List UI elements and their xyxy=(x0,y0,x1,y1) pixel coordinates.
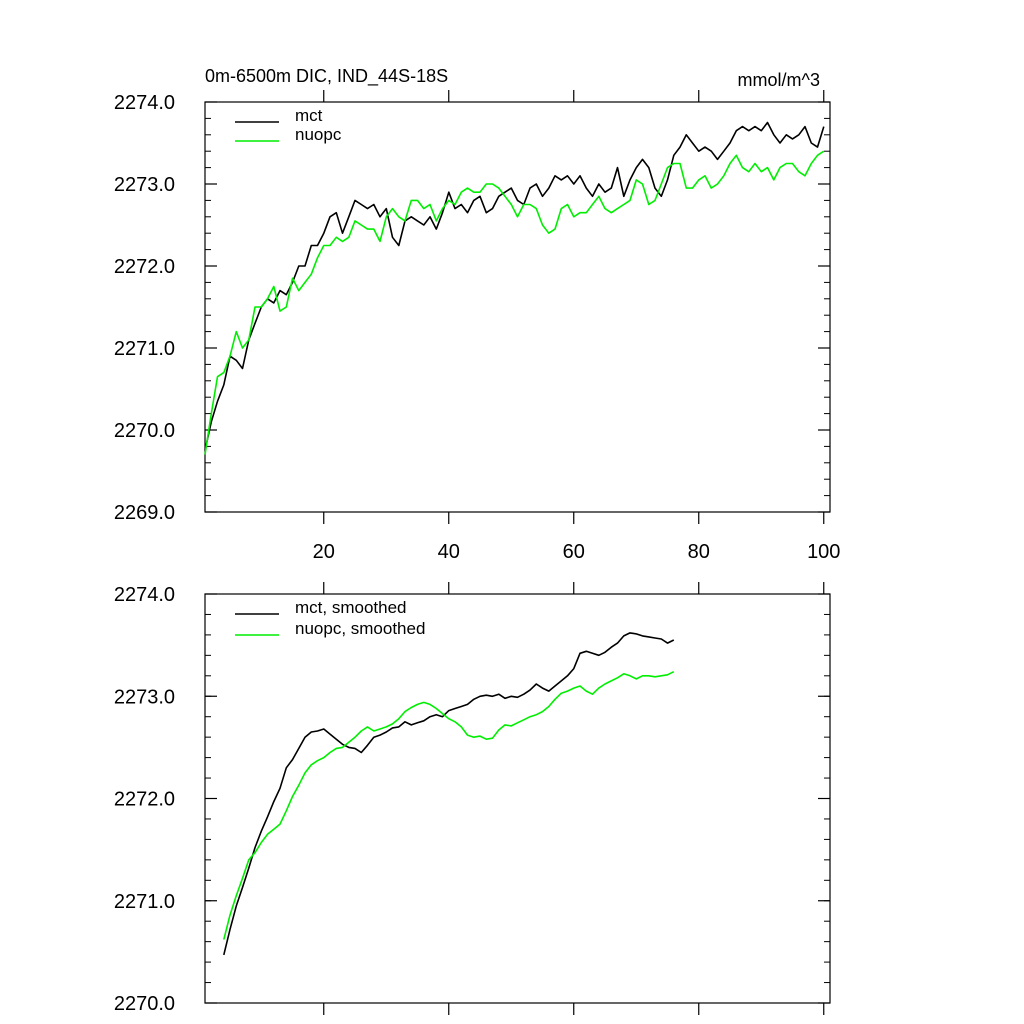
legend-label: mct xyxy=(295,106,323,125)
y-tick-label: 2270.0 xyxy=(114,993,175,1015)
y-tick-label: 2273.0 xyxy=(114,686,175,708)
series-line-nuopc-smoothed xyxy=(223,670,675,940)
bottom-panel: 2270.0 2271.0 2272.0 2273.0 2274.0 mct, smoot… xyxy=(114,582,831,1015)
y-tick-label: 2272.0 xyxy=(114,789,175,811)
series-line-mct-smoothed xyxy=(223,632,675,956)
y-tick-label: 2271.0 xyxy=(114,891,175,913)
x-tick-label: 80 xyxy=(688,541,710,563)
units-label: mmol/m^3 xyxy=(738,70,820,90)
y-tick-label: 2271.0 xyxy=(114,338,175,360)
legend-label: nuopc xyxy=(295,125,342,144)
legend-label: mct, smoothed xyxy=(295,598,407,617)
y-tick-label: 2274.0 xyxy=(114,92,175,114)
x-tick-label: 20 xyxy=(313,541,335,563)
y-tick-label: 2270.0 xyxy=(114,420,175,442)
x-tick-label: 100 xyxy=(807,541,840,563)
y-tick-label: 2269.0 xyxy=(114,502,175,524)
top-panel: 2269.0 2270.0 2271.0 2272.0 2273.0 2274.0 20 40… xyxy=(114,90,840,563)
legend-label: nuopc, smoothed xyxy=(295,619,425,638)
plot-frame xyxy=(204,101,831,513)
y-tick-label: 2274.0 xyxy=(114,584,175,606)
series-line-mct xyxy=(204,121,825,451)
x-tick-label: 60 xyxy=(563,541,585,563)
x-tick-label: 40 xyxy=(438,541,460,563)
y-tick-label: 2272.0 xyxy=(114,256,175,278)
y-tick-label: 2273.0 xyxy=(114,174,175,196)
series-line-nuopc xyxy=(204,150,825,455)
chart-title: 0m-6500m DIC, IND_44S-18S xyxy=(205,66,448,87)
